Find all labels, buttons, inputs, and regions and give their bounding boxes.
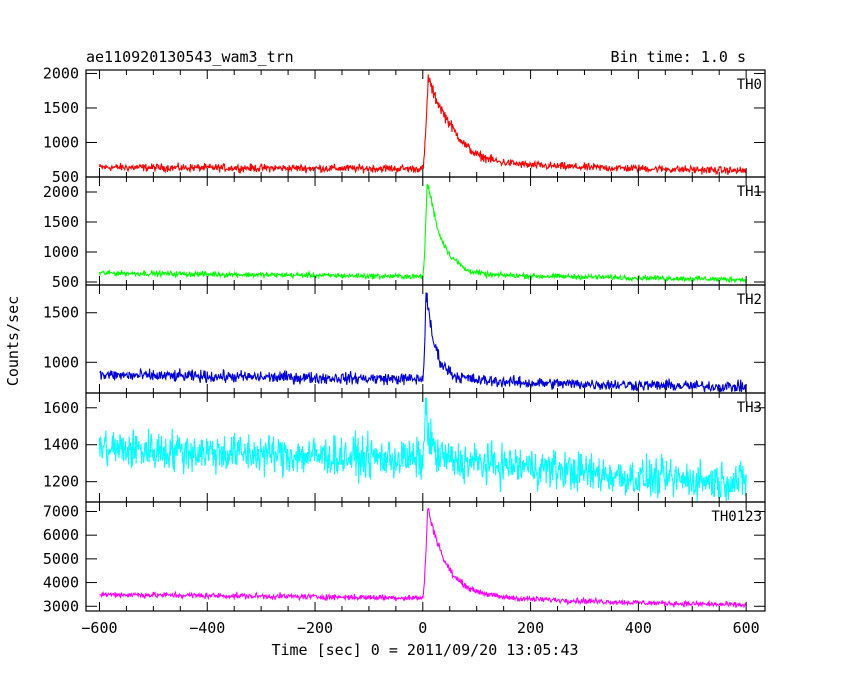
panel-label-th0: TH0 — [737, 77, 762, 93]
panel-th0123: 3000 4000 5000 6000 7000 TH0123 — [43, 501, 766, 615]
y-tick-label: 1000 — [43, 353, 79, 371]
y-tick-label: 1600 — [43, 399, 79, 417]
y-tick-label: 1000 — [43, 243, 79, 261]
panel-th0: 500 1000 1500 2000 TH0 — [43, 64, 766, 186]
y-tick-label: 3000 — [43, 597, 79, 615]
x-axis-label: Time [sec] 0 = 2011/09/20 13:05:43 — [271, 641, 578, 659]
y-tick-label: 6000 — [43, 526, 79, 544]
y-tick-label: 4000 — [43, 574, 79, 592]
y-tick-label: 7000 — [43, 502, 79, 520]
panel-th2: 1000 1500 TH2 — [43, 284, 766, 394]
series-th3 — [98, 397, 747, 502]
series-th1 — [98, 183, 747, 284]
y-tick-label: 1200 — [43, 473, 79, 491]
x-tick-label: −600 — [81, 619, 117, 637]
x-tick-label: 600 — [733, 619, 760, 637]
panel-frame — [85, 69, 766, 178]
panel-frame — [85, 501, 766, 612]
y-tick-label: 5000 — [43, 550, 79, 568]
y-tick-label: 1500 — [43, 99, 79, 117]
panel-label-th1: TH1 — [737, 184, 762, 200]
y-tick-label: 2000 — [43, 64, 79, 82]
panel-label-th2: TH2 — [737, 292, 762, 308]
y-tick-label: 1400 — [43, 436, 79, 454]
y-tick-label: 1000 — [43, 133, 79, 151]
y-tick-label: 1500 — [43, 304, 79, 322]
bin-time-label: Bin time: 1.0 s — [611, 48, 746, 66]
x-tick-label: 200 — [517, 619, 544, 637]
panel-th1: 500 1000 1500 2000 TH1 — [43, 176, 766, 291]
panel-th3: 1200 1400 1600 TH3 — [43, 392, 766, 503]
y-tick-label: 500 — [52, 168, 79, 186]
x-tick-label: 0 — [418, 619, 427, 637]
series-th0 — [98, 74, 747, 176]
panel-label-th3: TH3 — [737, 400, 762, 416]
y-tick-label: 2000 — [43, 183, 79, 201]
panel-label-th0123: TH0123 — [711, 509, 762, 525]
series-th2 — [99, 292, 747, 393]
x-tick-label: −200 — [297, 619, 333, 637]
y-axis-label: Counts/sec — [4, 296, 22, 386]
chart-title: ae110920130543_wam3_trn — [86, 48, 294, 66]
x-tick-label: 400 — [625, 619, 652, 637]
series-th0123 — [99, 507, 747, 609]
y-tick-label: 500 — [52, 273, 79, 291]
y-tick-label: 1500 — [43, 213, 79, 231]
x-tick-label: −400 — [189, 619, 225, 637]
